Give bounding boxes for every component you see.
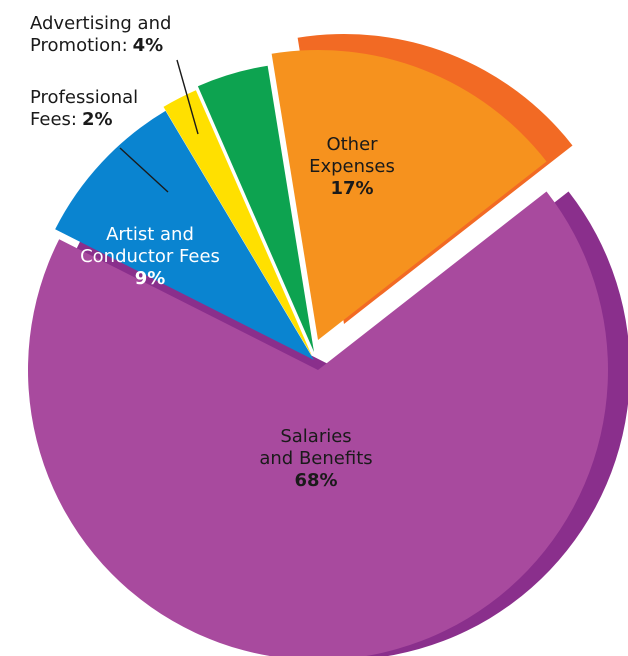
slice-value-label: 17% (330, 178, 373, 199)
slice-label-line: Advertising and (30, 13, 171, 34)
pie-slice-advertising (197, 65, 314, 352)
leader-line-professional (119, 147, 169, 193)
slice-label-professional: Professional Fees: 2% (30, 87, 138, 130)
slice-label-salaries: Salaries and Benefits 68% (259, 426, 372, 491)
slice-value-label: 4% (133, 35, 164, 56)
slice-value-label: 9% (135, 268, 166, 289)
slice-value-label: 2% (82, 109, 113, 130)
slice-label-line: Promotion: (30, 35, 128, 56)
slice-label-line: Expenses (309, 156, 395, 177)
pie-slice-artist (55, 110, 315, 361)
pie-slice-other (271, 49, 547, 341)
slice-label-advertising: Advertising and Promotion: 4% (30, 13, 171, 56)
slice-label-artist: Artist and Conductor Fees 9% (80, 224, 220, 289)
pie-slice-salaries (28, 191, 608, 656)
slice-value-label: 68% (294, 470, 337, 491)
slice-label-line: Salaries (280, 426, 351, 447)
leader-line-advertising (176, 59, 199, 135)
slice-label-line: Fees: (30, 109, 77, 130)
slice-label-line: Professional (30, 87, 138, 108)
slice-label-line: Conductor Fees (80, 246, 220, 267)
slice-label-line: Artist and (106, 224, 194, 245)
slice-label-other: Other Expenses 17% (309, 134, 395, 199)
slice-label-line: Other (326, 134, 378, 155)
slice-label-line: and Benefits (259, 448, 372, 469)
pie-slice-professional (163, 90, 312, 356)
